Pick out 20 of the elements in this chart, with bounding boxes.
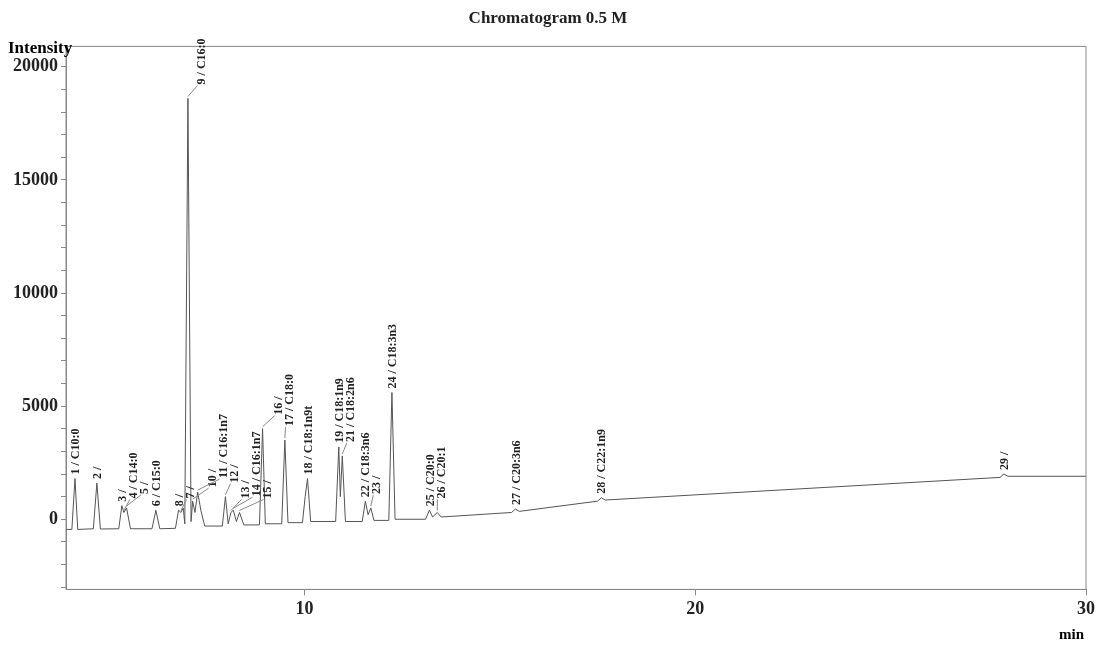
y-tick-label: 15000 — [13, 168, 58, 189]
annotation: 27 / C20:3n6 — [508, 440, 523, 506]
annotation: 18 / C18:1n9t — [300, 405, 315, 475]
x-tick-label: 20 — [686, 597, 705, 618]
y-tick-label: 0 — [49, 507, 58, 528]
annotation: 9 / C16:0 — [193, 38, 208, 85]
annotation: 29 / — [997, 451, 1012, 471]
annotation: 28 / C22:1n9 — [594, 429, 609, 494]
y-tick-label: 10000 — [13, 281, 58, 302]
y-axis-title: Intensity — [8, 38, 73, 58]
x-tick-label: 10 — [295, 597, 314, 618]
y-tick-label: 5000 — [22, 394, 58, 415]
annotation: 1 / C10:0 — [68, 428, 83, 475]
annotation: 6 / C15:0 — [148, 460, 163, 507]
chart-title: Chromatogram 0.5 M — [468, 7, 628, 27]
annotation: 24 / C18:3n3 — [385, 323, 400, 389]
x-axis-title: min — [1058, 626, 1084, 643]
annotation: 2 / — [89, 466, 104, 480]
y-tick-label: 20000 — [13, 55, 58, 76]
x-tick-label: 30 — [1077, 597, 1095, 618]
